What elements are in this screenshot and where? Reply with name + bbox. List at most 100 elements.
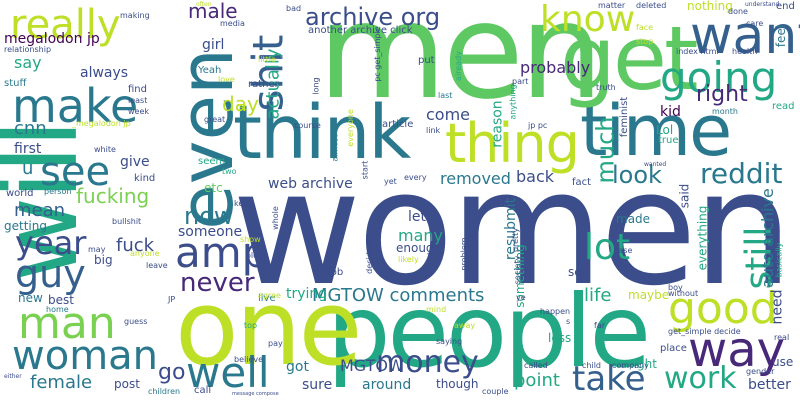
word-leave: leave: [146, 261, 168, 270]
word-society: society: [513, 255, 523, 285]
word-need: need: [769, 289, 786, 325]
word-see: see: [40, 149, 111, 195]
word-get: get: [560, 7, 699, 110]
word-mean: mean: [14, 200, 66, 221]
word-guess: guess: [124, 317, 148, 326]
word-kind: kind: [134, 173, 156, 184]
word-right: right: [696, 82, 748, 107]
word-agree: agree: [258, 291, 281, 300]
word-live: live: [258, 293, 276, 304]
word-least: least: [128, 96, 148, 105]
word-lot: lot: [584, 227, 631, 268]
word-point: point: [514, 370, 560, 391]
word-lol: Lol: [656, 123, 674, 137]
word-problem: problem: [459, 237, 469, 271]
word-first: first: [14, 141, 42, 157]
word-less: less: [548, 331, 572, 345]
word-one: one: [175, 267, 363, 389]
word-mind: mind: [426, 305, 447, 314]
word-end: end: [776, 1, 795, 12]
word-decide-url: decide url: [364, 234, 374, 274]
word-want: want: [690, 6, 800, 66]
word-link: link: [426, 126, 441, 135]
word-look: look: [612, 161, 662, 189]
word-people: people: [327, 273, 651, 390]
word-boy: boy: [668, 283, 683, 292]
word-know: know: [540, 0, 636, 40]
word-yet: yet: [384, 177, 397, 186]
word-face: face: [636, 23, 654, 32]
word-either: either: [4, 373, 22, 380]
word-removed: removed: [440, 169, 511, 188]
word-believe: believe: [234, 355, 264, 364]
word-may: may: [88, 245, 106, 254]
word-course: course: [294, 121, 321, 130]
word-sex: sex: [568, 265, 589, 279]
word-child: child: [582, 361, 601, 370]
word-really: really: [10, 2, 121, 48]
word-media: media: [220, 19, 245, 28]
word-making: making: [120, 11, 150, 20]
word-work: work: [664, 361, 737, 396]
word-let: let: [408, 209, 426, 225]
word-life: life: [584, 285, 612, 306]
word-understand: understand: [745, 1, 780, 8]
word-say: say: [14, 53, 42, 72]
word-ye: ye: [516, 293, 526, 302]
word-reason: reason: [489, 100, 506, 148]
word-bullshit: bullshit: [112, 217, 142, 226]
word-time: time: [580, 90, 732, 172]
word-already: already: [453, 51, 463, 81]
word-pay: pay: [268, 339, 283, 348]
word-enough: enough: [396, 241, 442, 255]
word-girl: girl: [202, 37, 225, 53]
word-everyone: everyone: [345, 109, 355, 147]
word-never: never: [180, 268, 255, 298]
word-give: give: [120, 154, 150, 170]
word-sure: sure: [302, 377, 333, 393]
word-yeah: Yeah: [198, 65, 222, 76]
word-u: u: [22, 158, 34, 179]
word-job: job: [328, 267, 344, 278]
word-bad: bad: [286, 4, 302, 13]
word-female: female: [30, 372, 93, 393]
word-health: health: [732, 47, 758, 56]
word-use: use: [772, 355, 794, 369]
word-megalodon-jp-2: _megalodon jp: [72, 119, 131, 128]
word-little: little: [258, 55, 276, 64]
word-truth: truth: [596, 83, 616, 92]
word-whole: whole: [270, 206, 280, 230]
word-now: now: [184, 202, 234, 230]
word-stop: stop: [636, 37, 654, 46]
word-care: care: [746, 19, 764, 28]
word-anything: anything: [508, 84, 518, 120]
word-probably: probably: [520, 58, 591, 77]
word-man: man: [18, 298, 116, 349]
word-day: day: [222, 92, 259, 116]
word-get-simple-decide: get_simple decide: [668, 327, 741, 336]
word-stuff: stuff: [4, 78, 27, 89]
word-call: call: [194, 385, 212, 396]
word-put: put: [418, 55, 435, 66]
word-couple: couple: [482, 387, 509, 396]
word-better: better: [748, 377, 791, 393]
word-far: far: [594, 321, 606, 330]
word-mgtow: MGTOW: [340, 356, 404, 375]
word-though: though: [436, 377, 479, 391]
word-home: home: [46, 305, 69, 314]
word-mgtow-comments: MGTOW comments: [312, 285, 485, 306]
word-archive-org: archive org: [305, 3, 441, 31]
word-maybe: maybe: [628, 288, 670, 302]
word-start: start: [360, 160, 370, 180]
word-think: think: [233, 90, 411, 176]
word-well: well: [186, 348, 270, 397]
word-place: place: [660, 343, 687, 354]
word-many: many: [398, 226, 443, 245]
word-long: long: [311, 77, 321, 95]
word-almost: almost: [330, 134, 340, 162]
word-case: case: [614, 246, 633, 255]
word-jp: JP: [168, 295, 176, 304]
word-part: part: [512, 77, 529, 86]
word-index-html: index html: [676, 47, 719, 56]
